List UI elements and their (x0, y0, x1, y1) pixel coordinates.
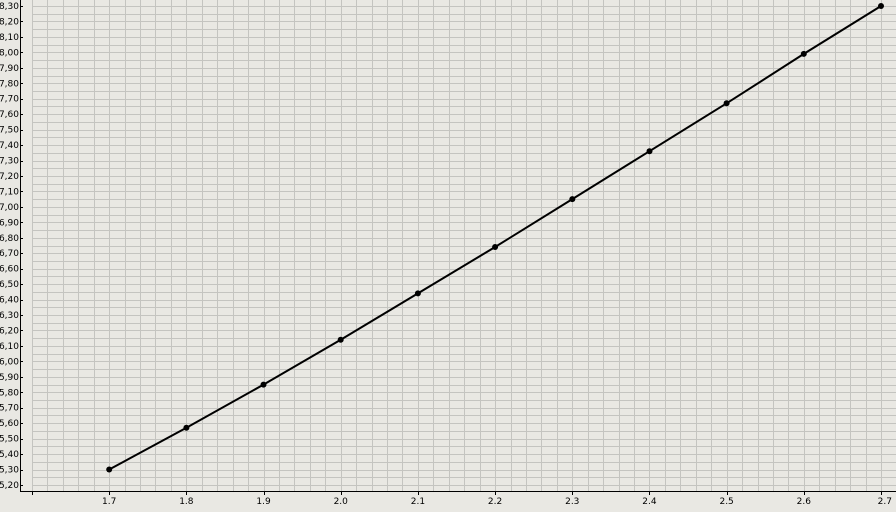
axes (20, 0, 896, 492)
y-tick-label: 5,70 (0, 404, 19, 414)
data-point (800, 50, 807, 57)
y-tick-label: 6,10 (0, 342, 19, 352)
y-tick-label: 6,60 (0, 265, 19, 275)
data-point (106, 466, 113, 473)
data-point (260, 381, 267, 388)
y-tick-label: 7,60 (0, 110, 19, 120)
x-tick-label: 2.6 (797, 497, 812, 507)
x-tick-label: 2.7 (878, 497, 892, 507)
x-tick-label: 2.5 (719, 497, 733, 507)
x-tick-labels: 1.7 1.8 1.9 2.0 2.1 2.2 2.3 2.4 2.5 2.6 2.7 (32, 491, 892, 507)
y-tick-label: 7,10 (0, 187, 19, 197)
y-tick-label: 6,40 (0, 296, 19, 306)
y-tick-label: 6,80 (0, 234, 19, 244)
y-tick-label: 5,80 (0, 388, 19, 398)
data-point (414, 290, 421, 297)
data-point (569, 196, 576, 203)
x-tick-label: 2.1 (411, 497, 425, 507)
y-tick-label: 8,00 (0, 48, 19, 58)
y-tick-label: 6,50 (0, 280, 19, 290)
y-tick-label: 5,50 (0, 435, 19, 445)
y-tick-label: 6,30 (0, 311, 19, 321)
y-tick-label: 5,20 (0, 481, 19, 491)
y-tick-label: 5,60 (0, 419, 19, 429)
y-tick-label: 7,30 (0, 157, 19, 167)
y-tick-label: 5,40 (0, 450, 19, 460)
y-tick-label: 5,90 (0, 373, 19, 383)
x-tick-label: 1.8 (179, 497, 194, 507)
data-point (646, 148, 653, 155)
y-tick-label: 7,20 (0, 172, 19, 182)
y-tick-label: 6,90 (0, 218, 19, 228)
y-tick-label: 7,90 (0, 64, 19, 74)
y-tick-label: 7,80 (0, 79, 19, 89)
y-tick-label: 6,00 (0, 357, 19, 367)
data-point (492, 244, 499, 250)
x-tick-label: 2.3 (565, 497, 579, 507)
y-tick-label: 7,00 (0, 203, 19, 213)
y-tick-label: 7,40 (0, 141, 19, 151)
y-tick-label: 7,70 (0, 95, 19, 105)
x-tick-label: 2.4 (642, 497, 657, 507)
y-tick-label: 7,50 (0, 126, 19, 136)
x-tick-label: 2.0 (334, 497, 349, 507)
y-tick-label: 8,20 (0, 17, 19, 27)
data-point (723, 100, 730, 107)
y-tick-label: 5,30 (0, 466, 19, 476)
y-tick-label: 6,70 (0, 249, 19, 259)
y-tick-label: 6,20 (0, 326, 19, 336)
x-tick-label: 1.9 (256, 497, 271, 507)
x-tick-label: 2.2 (488, 497, 502, 507)
x-tick-label: 1.7 (102, 497, 116, 507)
series (106, 3, 884, 473)
data-point (183, 424, 190, 431)
data-point (337, 336, 344, 343)
data-point (878, 3, 884, 9)
y-tick-labels: 5,20 5,30 5,40 5,50 5,60 5,70 5,80 5,90 6,00 6,10… (0, 2, 23, 491)
y-tick-label: 8,10 (0, 33, 19, 43)
y-tick-label: 8,30 (0, 2, 19, 12)
